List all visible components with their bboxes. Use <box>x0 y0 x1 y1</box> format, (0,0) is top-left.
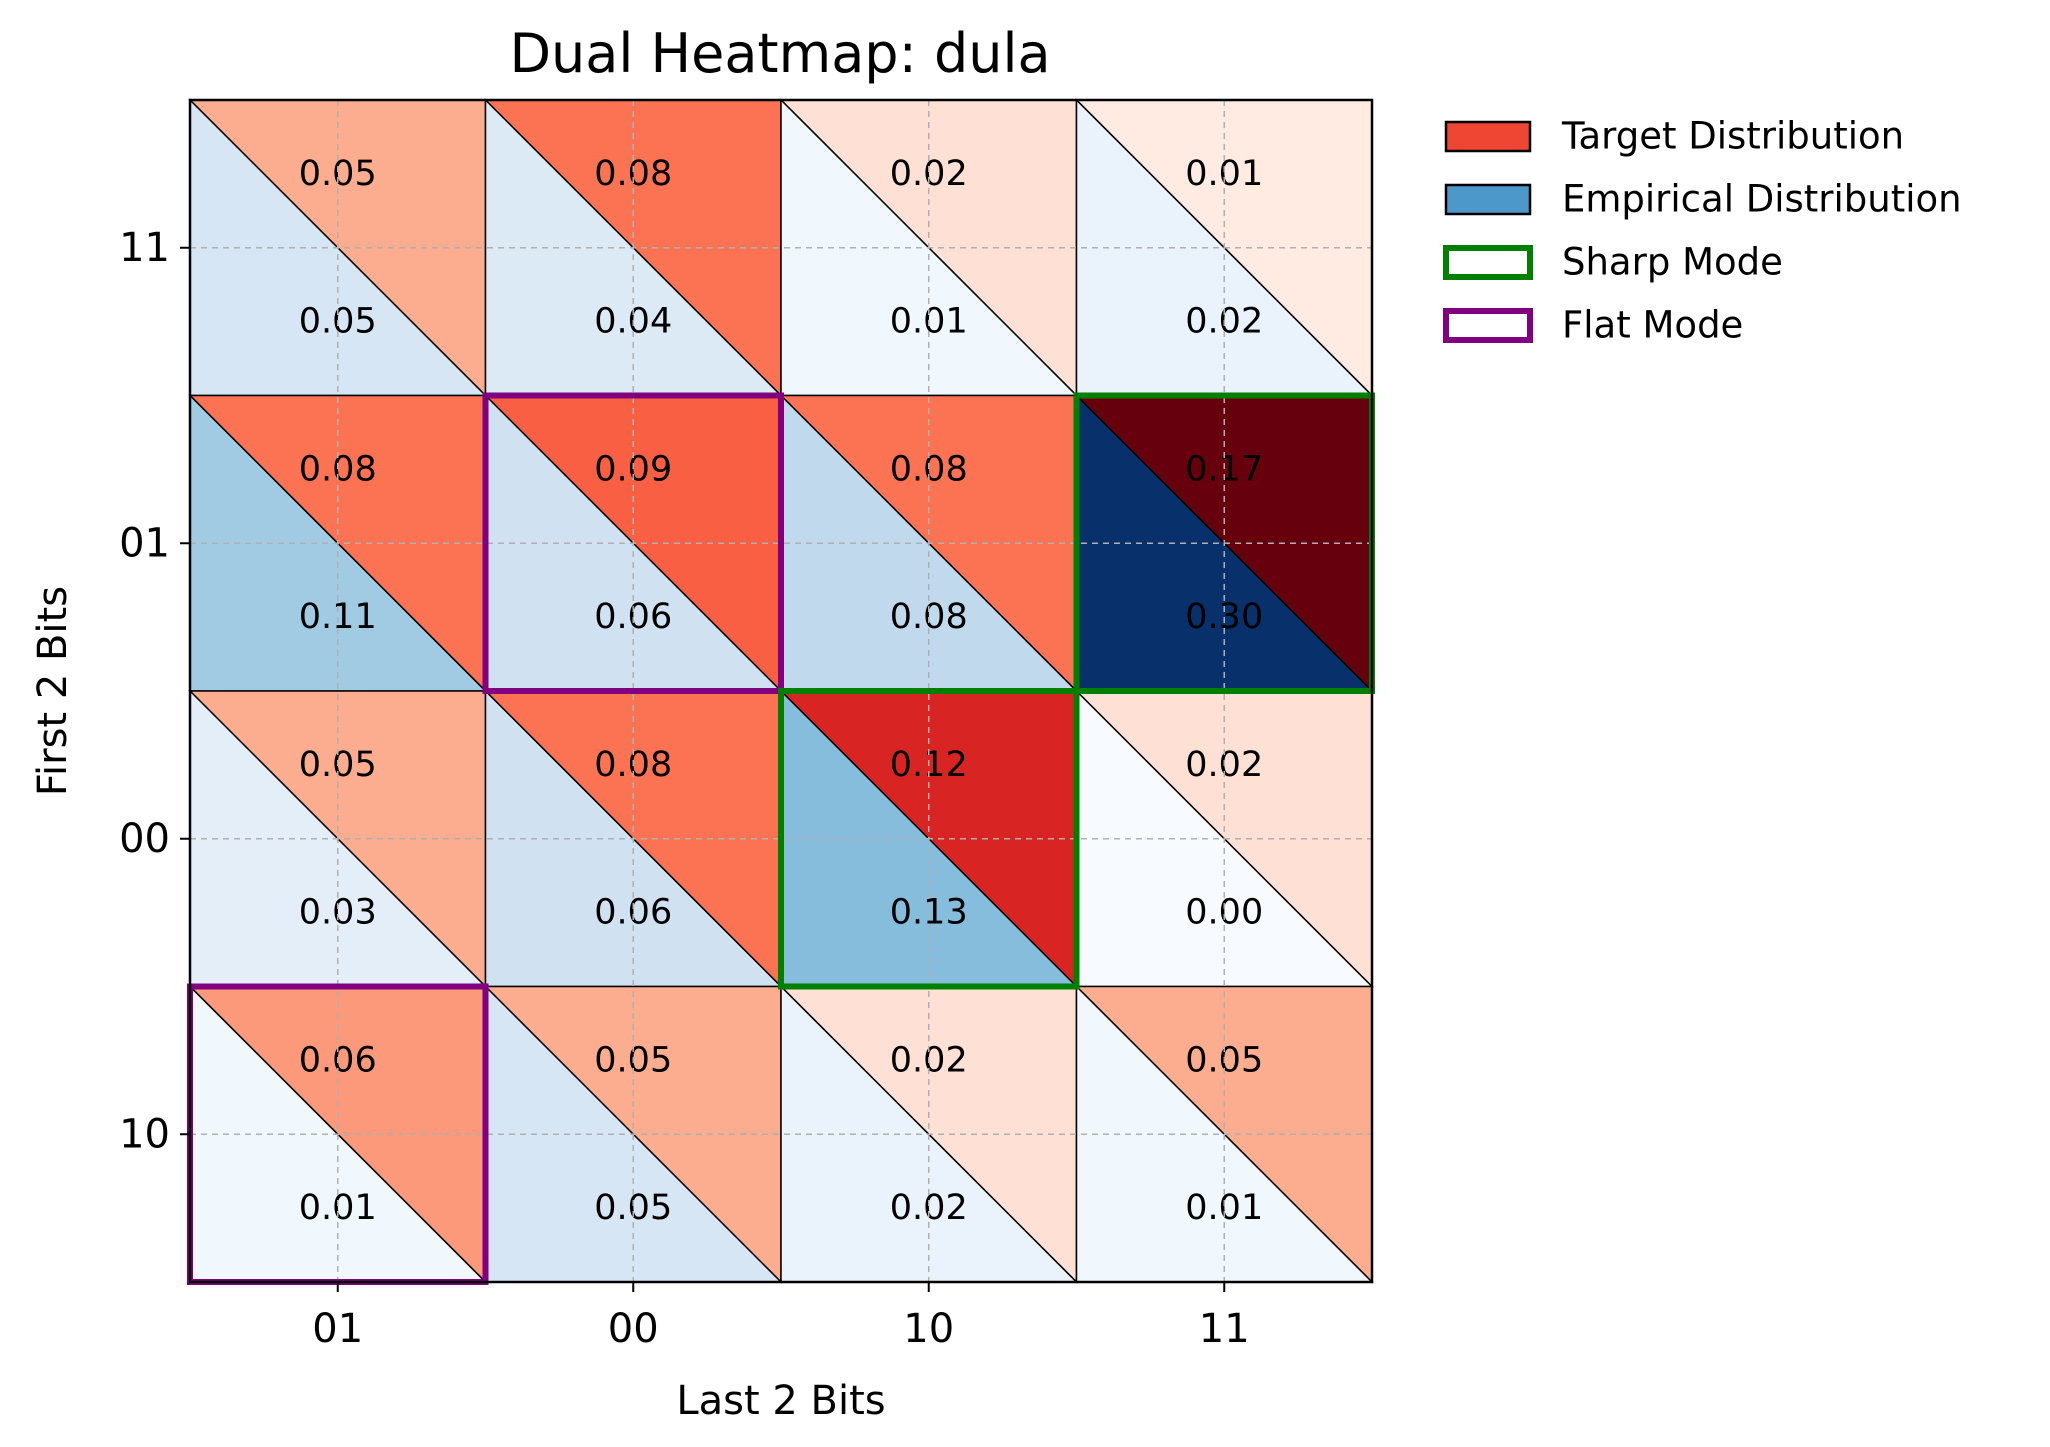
y-tick-label: 11 <box>119 225 170 271</box>
legend-label: Target Distribution <box>1561 115 1904 158</box>
legend-swatch <box>1444 183 1532 216</box>
legend-swatch <box>1443 245 1533 280</box>
legend-label: Sharp Mode <box>1562 241 1783 284</box>
legend-label: Empirical Distribution <box>1562 178 1962 221</box>
legend: Target Distribution Empirical Distributio… <box>1443 115 1962 347</box>
y-ticks: 11 01 00 10 <box>119 225 190 1157</box>
x-tick-label: 01 <box>312 1306 363 1352</box>
x-ticks: 01 00 10 11 <box>312 1282 1250 1352</box>
gridlines <box>190 100 1372 1282</box>
y-tick-label: 10 <box>119 1111 170 1157</box>
x-axis-label: Last 2 Bits <box>676 1378 885 1424</box>
y-tick-label: 00 <box>119 816 170 862</box>
sharp-mode-outline <box>778 688 1080 990</box>
legend-swatch <box>1444 120 1532 153</box>
flat-mode-outline <box>482 392 784 694</box>
x-tick-label: 00 <box>608 1306 659 1352</box>
y-axis-label: First 2 Bits <box>30 586 76 796</box>
plot-frame <box>188 98 1374 1284</box>
chart-title: Dual Heatmap: dula <box>509 22 1050 85</box>
heatmap-cells: 0.050.050.080.040.020.010.010.020.080.11… <box>188 98 1374 1284</box>
legend-swatch <box>1443 308 1533 343</box>
y-tick-label: 01 <box>119 520 170 566</box>
x-tick-label: 11 <box>1199 1306 1250 1352</box>
x-tick-label: 10 <box>903 1306 954 1352</box>
legend-label: Flat Mode <box>1562 304 1743 347</box>
